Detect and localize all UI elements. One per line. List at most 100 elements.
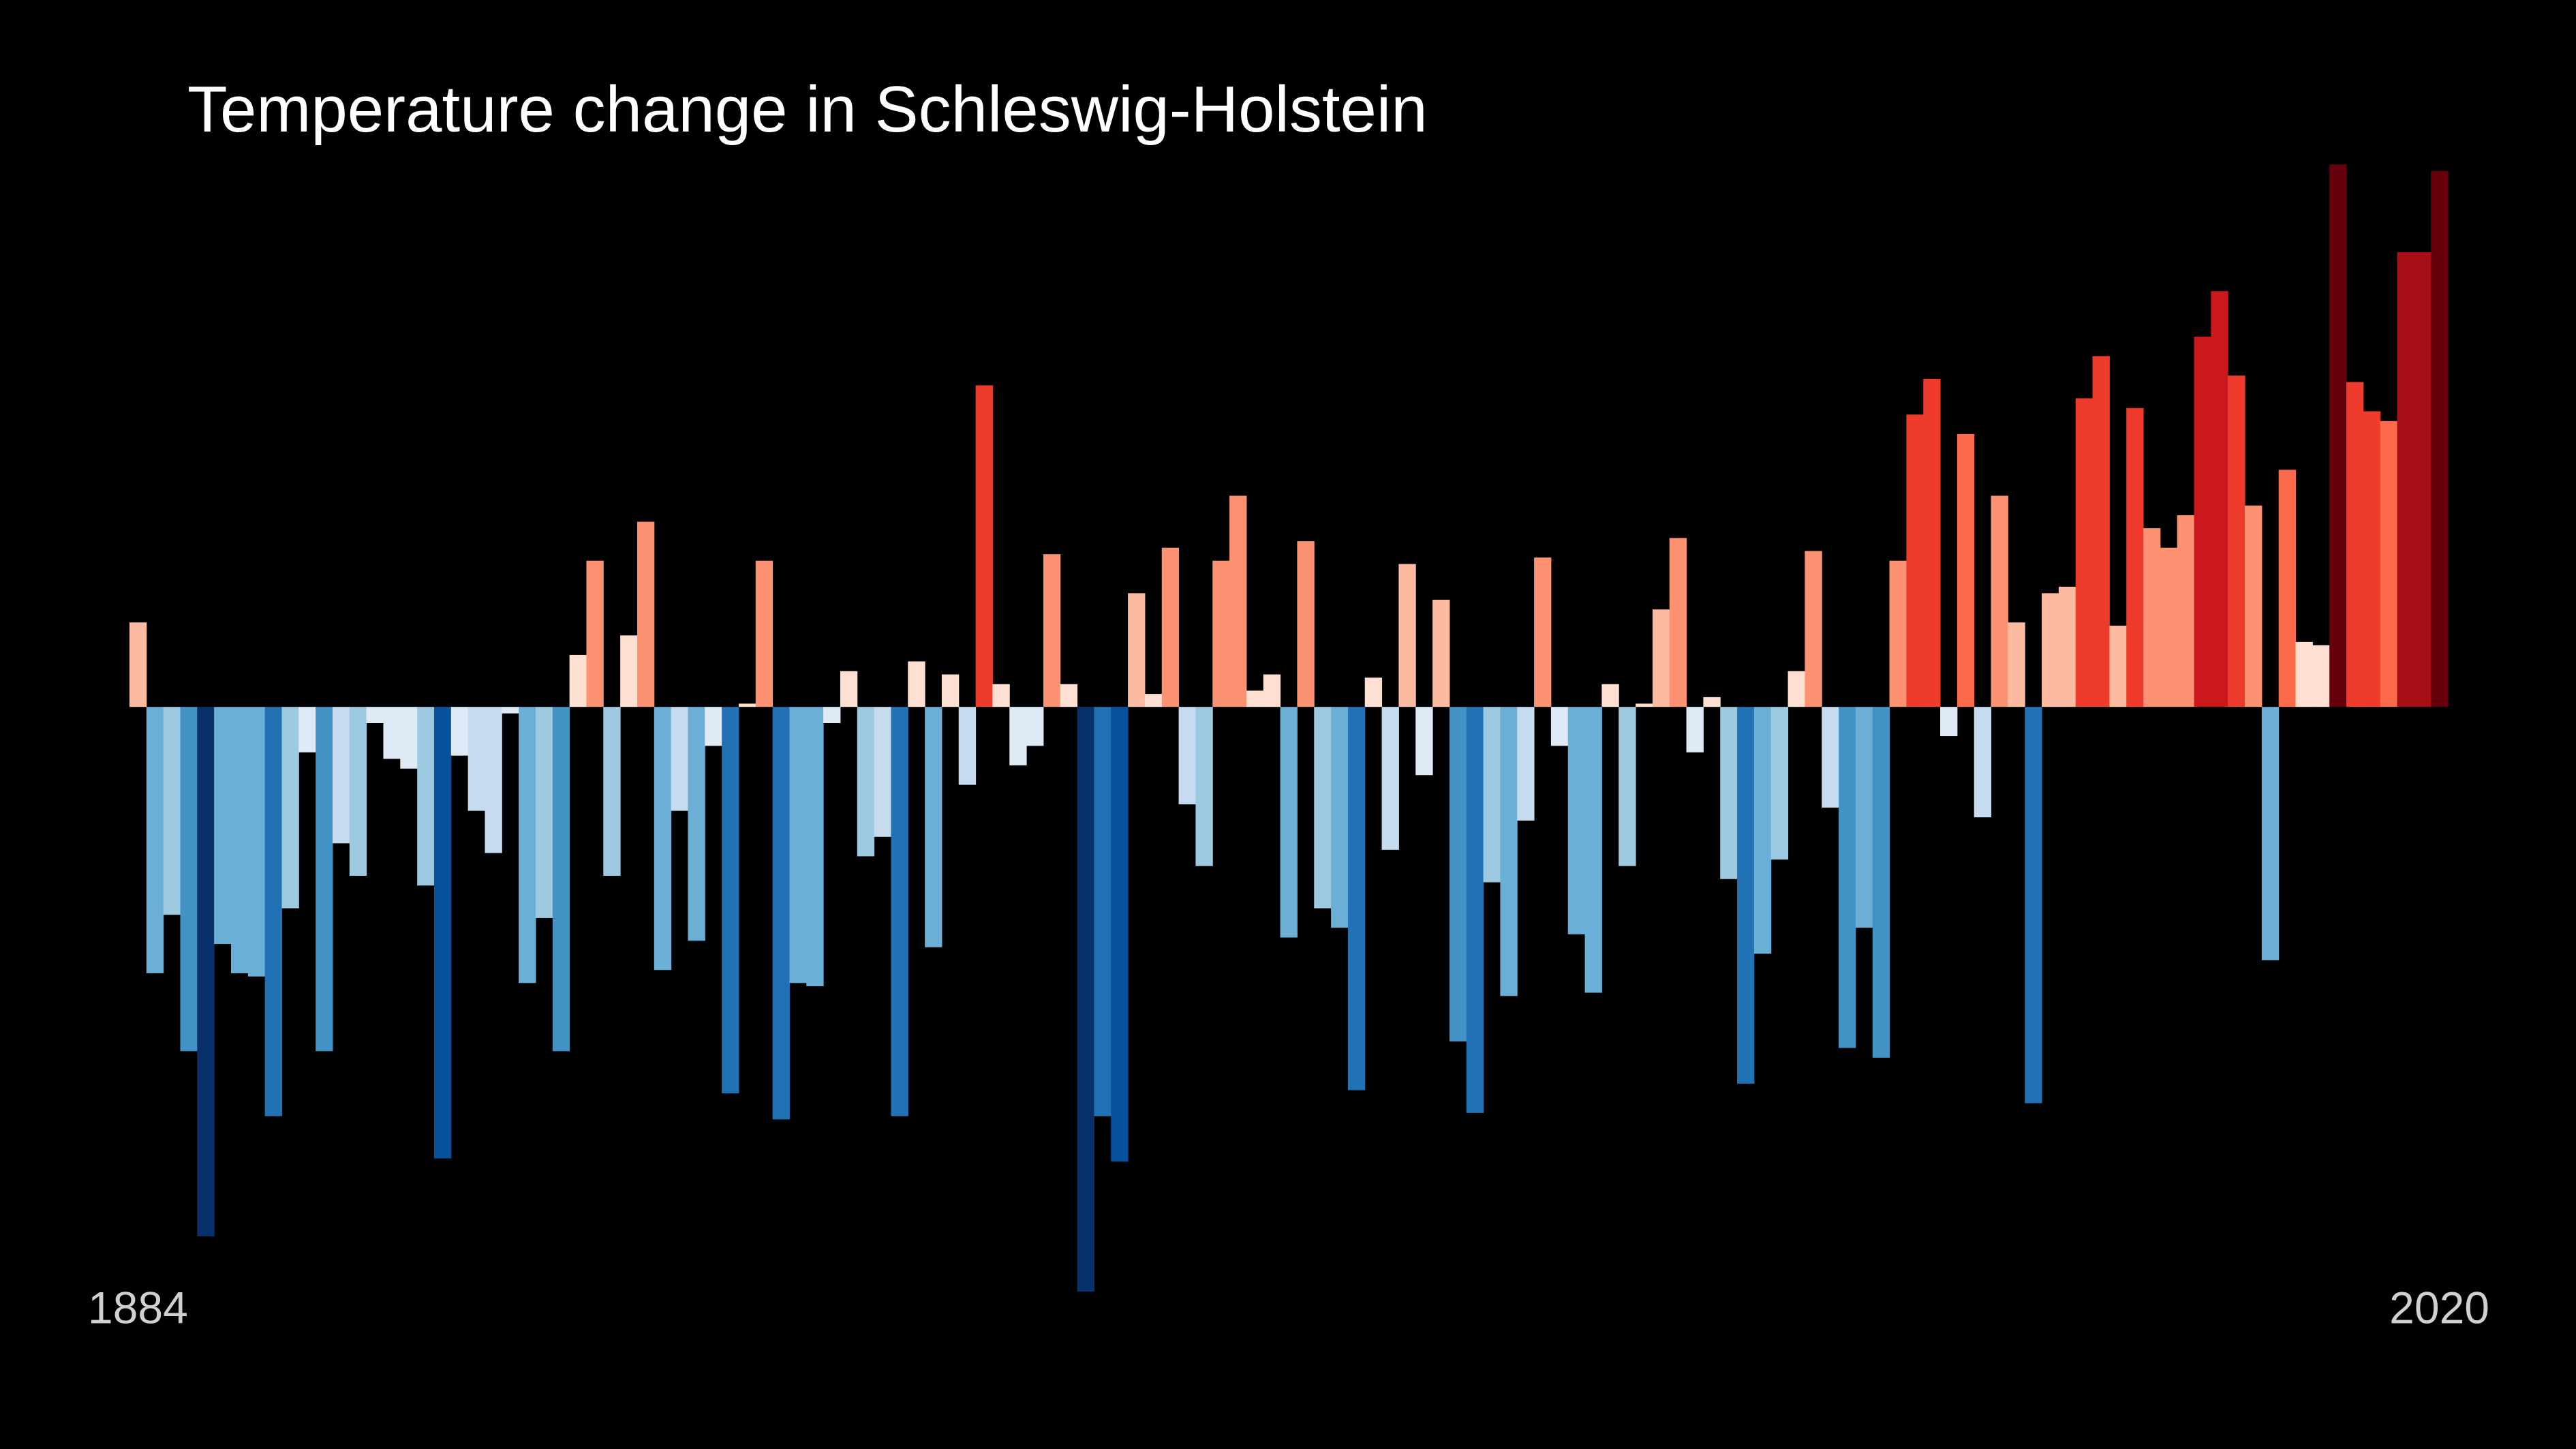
bar: [975, 385, 993, 707]
bar: [1212, 560, 1230, 707]
bar: [1822, 707, 1839, 808]
bar: [1043, 554, 1061, 707]
bar: [2194, 336, 2211, 707]
bar: [230, 707, 249, 973]
bar: [941, 674, 960, 707]
bar: [671, 707, 688, 811]
bar: [925, 707, 942, 947]
bar: [519, 707, 536, 983]
bar: [2025, 707, 2042, 1103]
bar: [1805, 551, 1822, 707]
bar: [1923, 378, 1941, 707]
bar: [840, 671, 858, 707]
bar: [552, 707, 570, 1052]
bar: [1466, 707, 1484, 1113]
bar: [874, 707, 891, 837]
bar: [2109, 626, 2127, 707]
bar: [1128, 593, 1146, 707]
bar: [1601, 684, 1619, 707]
bar: [163, 707, 181, 915]
bar: [2312, 645, 2330, 707]
bar: [2126, 408, 2144, 707]
bar: [2261, 707, 2280, 960]
bar: [433, 707, 452, 1159]
bar: [298, 707, 316, 752]
bar: [332, 707, 350, 844]
bar: [1060, 684, 1078, 707]
bar: [705, 707, 722, 746]
bar: [1940, 707, 1958, 737]
bar: [2092, 356, 2110, 707]
bar: [1619, 707, 1636, 866]
bar: [2058, 586, 2076, 707]
bar: [2245, 505, 2263, 707]
bar: [264, 707, 282, 1116]
bar: [755, 560, 773, 707]
bar: [891, 707, 908, 1116]
bar: [366, 707, 384, 723]
bar: [1534, 557, 1552, 707]
bar: [485, 707, 502, 853]
bar: [180, 707, 198, 1052]
bar: [1483, 707, 1501, 883]
bar: [569, 654, 587, 707]
bar: [2143, 528, 2161, 707]
bar: [1957, 433, 1975, 707]
bar: [197, 707, 215, 1236]
bar: [992, 684, 1010, 707]
bar: [2295, 641, 2313, 707]
bar: [1686, 707, 1704, 752]
bar: [1872, 707, 1890, 1058]
bar: [1398, 564, 1416, 707]
bar: [1974, 707, 1992, 818]
bar: [1753, 707, 1772, 954]
bar: [1500, 707, 1518, 996]
bar: [1314, 707, 1332, 909]
bar: [1381, 707, 1399, 850]
bar: [1415, 707, 1433, 776]
bar: [1855, 707, 1873, 928]
bar: [857, 707, 875, 857]
bar: [1364, 677, 1383, 707]
bar: [2177, 515, 2195, 707]
bar: [2380, 421, 2398, 707]
bar: [2075, 398, 2094, 707]
bar: [383, 707, 401, 759]
bar: [1263, 674, 1281, 707]
chart-title: Temperature change in Schleswig-Holstein: [187, 73, 1428, 146]
bar: [806, 707, 824, 987]
bar: [1297, 541, 1315, 707]
bar: [1026, 707, 1044, 746]
bar: [1737, 707, 1755, 1084]
bar: [1669, 538, 1687, 707]
bar: [738, 703, 756, 707]
bar: [1567, 707, 1586, 934]
bar: [1770, 707, 1789, 860]
bar: [1720, 707, 1738, 879]
bar: [1009, 707, 1027, 765]
bar: [247, 707, 266, 977]
bar: [1178, 707, 1196, 805]
bar: [654, 707, 672, 971]
bar: [908, 661, 925, 707]
bar: [1889, 560, 1907, 707]
bar: [620, 635, 638, 707]
x-tick-label: 2020: [2389, 1282, 2489, 1332]
bar: [400, 707, 418, 769]
bar: [2211, 291, 2228, 707]
bar: [1703, 697, 1721, 707]
bar: [1517, 707, 1535, 821]
bar: [349, 707, 367, 876]
bar: [1161, 547, 1180, 707]
bar: [450, 707, 469, 756]
bar: [603, 707, 621, 876]
bar: [1449, 707, 1467, 1042]
bar: [2329, 164, 2347, 707]
bar: [502, 707, 519, 714]
bar: [1788, 671, 1805, 707]
bar: [1347, 707, 1366, 1090]
bar: [2431, 170, 2449, 707]
bar: [2397, 251, 2414, 707]
